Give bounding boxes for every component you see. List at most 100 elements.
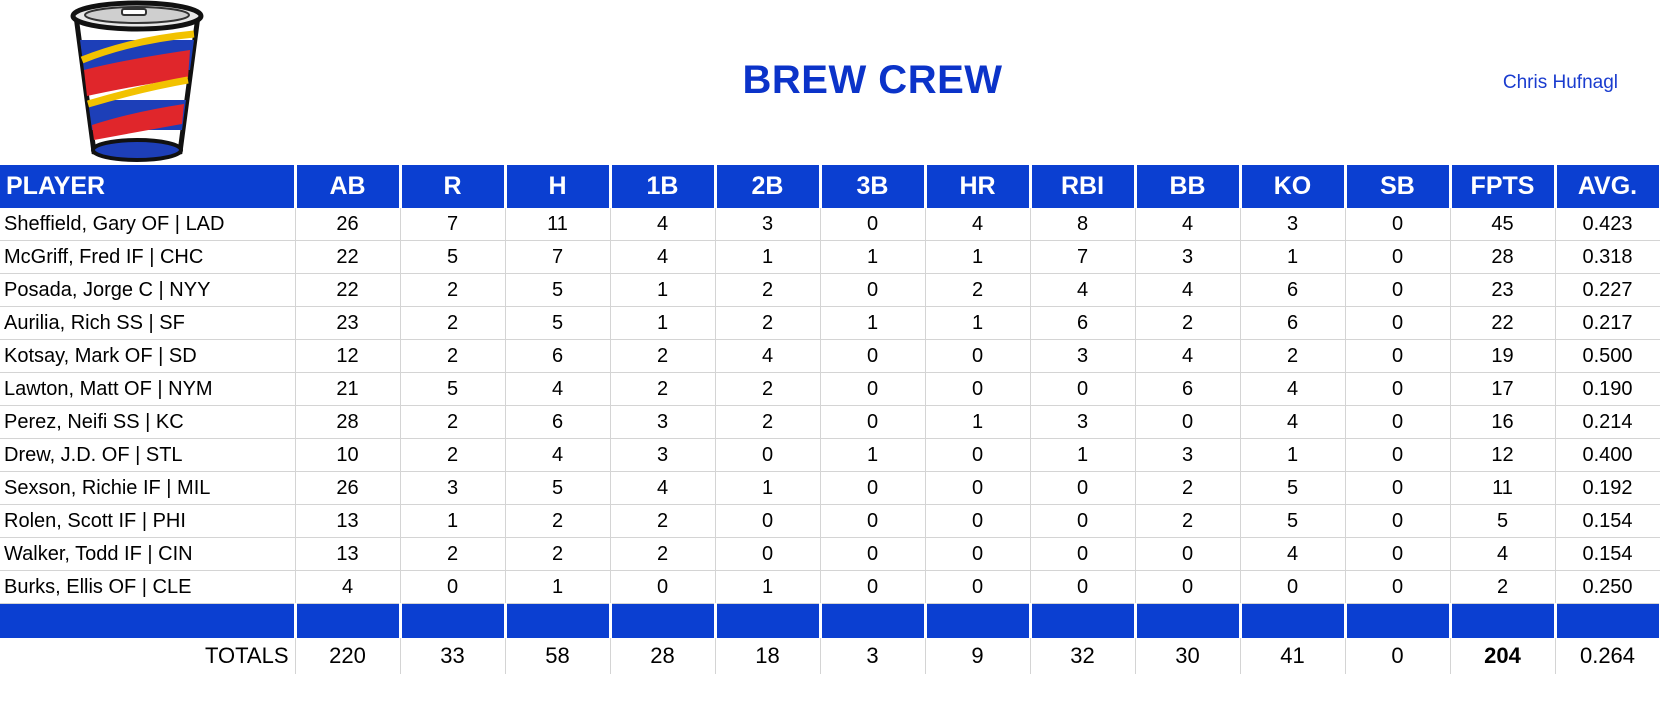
stat-cell: 1 — [715, 570, 821, 604]
totals-cell: 30 — [1135, 638, 1241, 674]
stat-cell: 1 — [820, 438, 926, 472]
stat-cell: 2 — [610, 504, 716, 538]
stat-cell: 2 — [715, 405, 821, 439]
spacer-row — [0, 603, 1660, 638]
stat-cell: 0 — [820, 273, 926, 307]
stat-cell: 23 — [295, 306, 401, 340]
stat-cell: 0 — [820, 372, 926, 406]
stat-cell: 13 — [295, 537, 401, 571]
stat-cell: 4 — [1135, 208, 1241, 241]
stat-cell: 4 — [505, 372, 611, 406]
stat-cell: 0 — [925, 471, 1031, 505]
stat-cell: 0 — [1135, 570, 1241, 604]
column-header-1b: 1B — [610, 165, 717, 208]
stat-cell: 2 — [1135, 471, 1241, 505]
stat-cell: 0 — [925, 438, 1031, 472]
stat-cell: 11 — [1450, 471, 1556, 505]
stat-cell: 0.227 — [1555, 273, 1660, 307]
stat-cell: 2 — [400, 306, 506, 340]
stat-cell: 26 — [295, 208, 401, 241]
stat-cell: 5 — [505, 306, 611, 340]
totals-cell: 41 — [1240, 638, 1346, 674]
stat-cell: 0 — [925, 504, 1031, 538]
stat-cell: 1 — [715, 471, 821, 505]
stat-cell: 0 — [820, 339, 926, 373]
spacer-cell — [820, 603, 927, 638]
stat-cell: 7 — [505, 240, 611, 274]
stat-cell: 4 — [1240, 372, 1346, 406]
stat-cell: 0 — [1030, 570, 1136, 604]
stat-cell: 0.154 — [1555, 537, 1660, 571]
stat-cell: 4 — [925, 208, 1031, 241]
table-row: Kotsay, Mark OF | SD 12 2 6 2 4 0 0 3 4 2 0 19 0.500 — [0, 339, 1660, 373]
player-name-cell: Burks, Ellis OF | CLE — [0, 570, 296, 604]
stat-cell: 0 — [1345, 273, 1451, 307]
player-name-cell: Drew, J.D. OF | STL — [0, 438, 296, 472]
stat-cell: 22 — [1450, 306, 1556, 340]
stat-cell: 0.214 — [1555, 405, 1660, 439]
stat-cell: 6 — [1240, 306, 1346, 340]
spacer-cell — [400, 603, 507, 638]
stat-cell: 0 — [1030, 471, 1136, 505]
stat-cell: 0 — [715, 504, 821, 538]
table-row: Burks, Ellis OF | CLE 4 0 1 0 1 0 0 0 0 0 0 2 0.250 — [0, 570, 1660, 604]
stat-cell: 3 — [1030, 405, 1136, 439]
spacer-cell — [1555, 603, 1660, 638]
column-header-ko: KO — [1240, 165, 1347, 208]
stat-cell: 8 — [1030, 208, 1136, 241]
stat-cell: 0 — [1135, 537, 1241, 571]
stat-cell: 0 — [1345, 471, 1451, 505]
stat-cell: 0 — [820, 504, 926, 538]
stat-cell: 0.423 — [1555, 208, 1660, 241]
stat-cell: 2 — [400, 339, 506, 373]
table-row: Sexson, Richie IF | MIL 26 3 5 4 1 0 0 0 2 5 0 11 0.1… — [0, 471, 1660, 505]
stat-cell: 1 — [610, 273, 716, 307]
stat-cell: 6 — [1240, 273, 1346, 307]
totals-cell: 32 — [1030, 638, 1136, 674]
stat-cell: 0 — [1345, 570, 1451, 604]
stat-cell: 26 — [295, 471, 401, 505]
stat-cell: 0.154 — [1555, 504, 1660, 538]
stat-cell: 19 — [1450, 339, 1556, 373]
totals-cell: 0.264 — [1555, 638, 1660, 674]
totals-cell: 204 — [1450, 638, 1556, 674]
stat-cell: 3 — [610, 438, 716, 472]
table-body: Sheffield, Gary OF | LAD 26 7 11 4 3 0 4 8 4 3 0 45 0… — [0, 208, 1660, 674]
player-name-cell: Walker, Todd IF | CIN — [0, 537, 296, 571]
stat-cell: 0 — [400, 570, 506, 604]
stat-cell: 7 — [1030, 240, 1136, 274]
table-row: Walker, Todd IF | CIN 13 2 2 2 0 0 0 0 0 4 0 4 0.154 — [0, 537, 1660, 571]
cup-logo-icon — [70, 0, 204, 162]
column-header-player: PLAYER — [0, 165, 297, 208]
player-name-cell: Sheffield, Gary OF | LAD — [0, 208, 296, 241]
stat-cell: 4 — [295, 570, 401, 604]
stat-cell: 5 — [1450, 504, 1556, 538]
column-header-rbi: RBI — [1030, 165, 1137, 208]
stat-cell: 2 — [610, 339, 716, 373]
stat-cell: 1 — [1240, 240, 1346, 274]
stat-cell: 2 — [715, 372, 821, 406]
stat-cell: 0 — [820, 537, 926, 571]
stat-cell: 0 — [820, 405, 926, 439]
column-header-bb: BB — [1135, 165, 1242, 208]
totals-cell: 0 — [1345, 638, 1451, 674]
player-name-cell: Aurilia, Rich SS | SF — [0, 306, 296, 340]
team-header: BREW CREW Chris Hufnagl — [0, 0, 1660, 165]
stat-cell: 2 — [715, 273, 821, 307]
player-name-cell: Kotsay, Mark OF | SD — [0, 339, 296, 373]
stat-cell: 4 — [610, 240, 716, 274]
totals-cell: 28 — [610, 638, 716, 674]
column-header-hr: HR — [925, 165, 1032, 208]
stat-cell: 4 — [610, 471, 716, 505]
stat-cell: 2 — [925, 273, 1031, 307]
stat-cell: 0 — [1135, 405, 1241, 439]
column-header-3b: 3B — [820, 165, 927, 208]
stat-cell: 4 — [715, 339, 821, 373]
stat-cell: 0 — [1345, 306, 1451, 340]
player-name-cell: Perez, Neifi SS | KC — [0, 405, 296, 439]
stat-cell: 5 — [1240, 471, 1346, 505]
stat-cell: 21 — [295, 372, 401, 406]
table-row: Rolen, Scott IF | PHI 13 1 2 2 0 0 0 0 2 5 0 5 0.154 — [0, 504, 1660, 538]
stat-cell: 0.192 — [1555, 471, 1660, 505]
